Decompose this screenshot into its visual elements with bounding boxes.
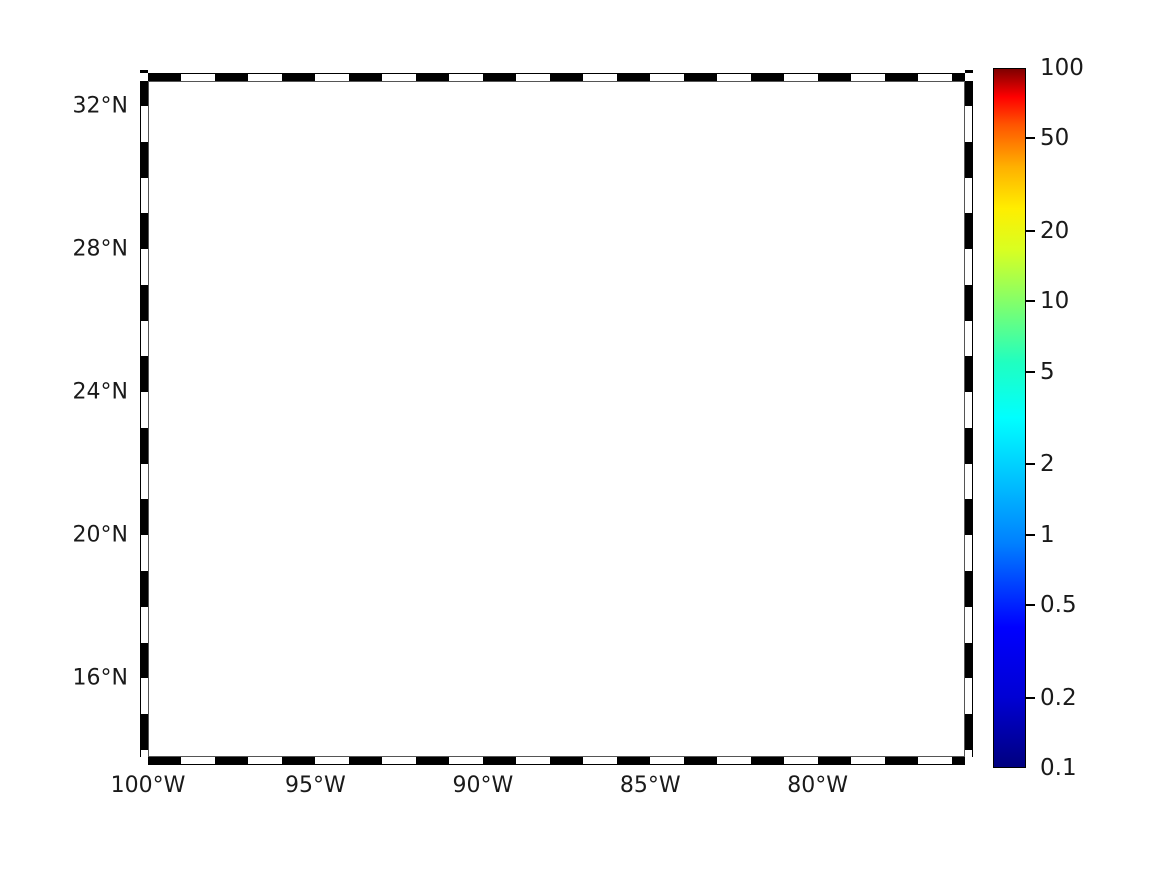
colorbar-tick-label: 20 [1040, 218, 1070, 245]
frame-checker-segment [965, 499, 973, 536]
lat-tick-label: 16°N [72, 665, 128, 691]
frame-checker-segment [415, 73, 450, 81]
frame-checker-segment [884, 757, 919, 765]
frame-checker-segment [348, 73, 383, 81]
lon-tick-label: 85°W [619, 773, 681, 798]
colorbar-tick-label: 10 [1040, 288, 1070, 315]
frame-outline [140, 73, 973, 765]
frame-checker-segment [281, 757, 316, 765]
frame-checker-segment [140, 757, 148, 765]
lat-tick-label: 28°N [72, 236, 128, 262]
frame-checker-segment [140, 714, 148, 750]
frame-checker-segment [140, 284, 148, 321]
frame-checker-segment [750, 73, 785, 81]
frame-checker-segment [965, 213, 973, 250]
frame-inner-outline [148, 81, 965, 757]
frame-checker-segment [140, 571, 148, 607]
frame-checker-segment [683, 757, 718, 765]
lat-tick-label: 20°N [72, 522, 128, 548]
frame-checker-segment [214, 757, 249, 765]
lon-tick-label: 100°W [110, 773, 186, 798]
colorbar-tick-label: 0.5 [1040, 591, 1077, 618]
colorbar-tick-mark [1026, 533, 1035, 536]
frame-checker-segment [549, 757, 584, 765]
colorbar-tick-label: 2 [1040, 451, 1055, 478]
frame-checker-segment [482, 73, 517, 81]
colorbar-tick-mark [1026, 603, 1035, 606]
frame-checker-segment [965, 757, 973, 765]
frame-checker-segment [140, 70, 148, 107]
frame-checker-segment [965, 427, 973, 464]
frame-checker-segment [817, 73, 852, 81]
colorbar-tick-mark [1026, 300, 1035, 303]
frame-checker-segment [965, 284, 973, 321]
frame-checker-segment [140, 213, 148, 250]
colorbar-tick-label: 100 [1040, 55, 1084, 81]
frame-checker-segment [140, 427, 148, 464]
lat-tick-label: 24°N [72, 379, 128, 405]
colorbar-tick-label: 0.2 [1040, 684, 1077, 711]
frame-checker-segment [965, 571, 973, 607]
colorbar-tick-label: 5 [1040, 358, 1055, 385]
frame-checker-segment [884, 73, 919, 81]
colorbar-tick-label: 0.1 [1040, 755, 1077, 781]
frame-checker-segment [482, 757, 517, 765]
frame-checker-segment [148, 73, 182, 81]
frame-checker-segment [616, 73, 651, 81]
colorbar-tick-label: 50 [1040, 125, 1070, 152]
lon-tick-label: 80°W [787, 773, 849, 798]
colorbar-tick-mark [1026, 230, 1035, 233]
frame-checker-segment [415, 757, 450, 765]
colorbar-gradient [994, 69, 1025, 767]
frame-checker-segment [683, 73, 718, 81]
frame-checker-segment [965, 714, 973, 750]
frame-checker-segment [951, 73, 965, 81]
colorbar-tick-mark [1026, 370, 1035, 373]
frame-checker-segment [965, 642, 973, 679]
lon-tick-label: 90°W [452, 773, 514, 798]
frame-checker-segment [965, 73, 973, 81]
frame-checker-segment [965, 70, 973, 107]
lat-tick-label: 32°N [72, 93, 128, 119]
frame-checker-segment [750, 757, 785, 765]
frame-checker-segment [140, 499, 148, 536]
frame-checker-segment [348, 757, 383, 765]
colorbar-tick-mark [1026, 137, 1035, 140]
frame-checker-segment [965, 356, 973, 393]
frame-checker-segment [616, 757, 651, 765]
frame-checker-segment [140, 73, 148, 81]
frame-checker-segment [965, 141, 973, 178]
frame-checker-segment [281, 73, 316, 81]
colorbar-tick-mark [1026, 463, 1035, 466]
colorbar-tick-label: 1 [1040, 521, 1055, 548]
frame-checker-segment [140, 642, 148, 679]
frame-checker-segment [140, 356, 148, 393]
frame-checker-segment [148, 757, 182, 765]
frame-checker-segment [140, 141, 148, 178]
frame-checker-segment [817, 757, 852, 765]
colorbar-tick-mark [1026, 696, 1035, 699]
colorbar [993, 68, 1026, 768]
map-frame [140, 70, 973, 765]
frame-checker-segment [951, 757, 965, 765]
lon-tick-label: 95°W [285, 773, 346, 798]
frame-checker-segment [214, 73, 249, 81]
frame-checker-segment [549, 73, 584, 81]
